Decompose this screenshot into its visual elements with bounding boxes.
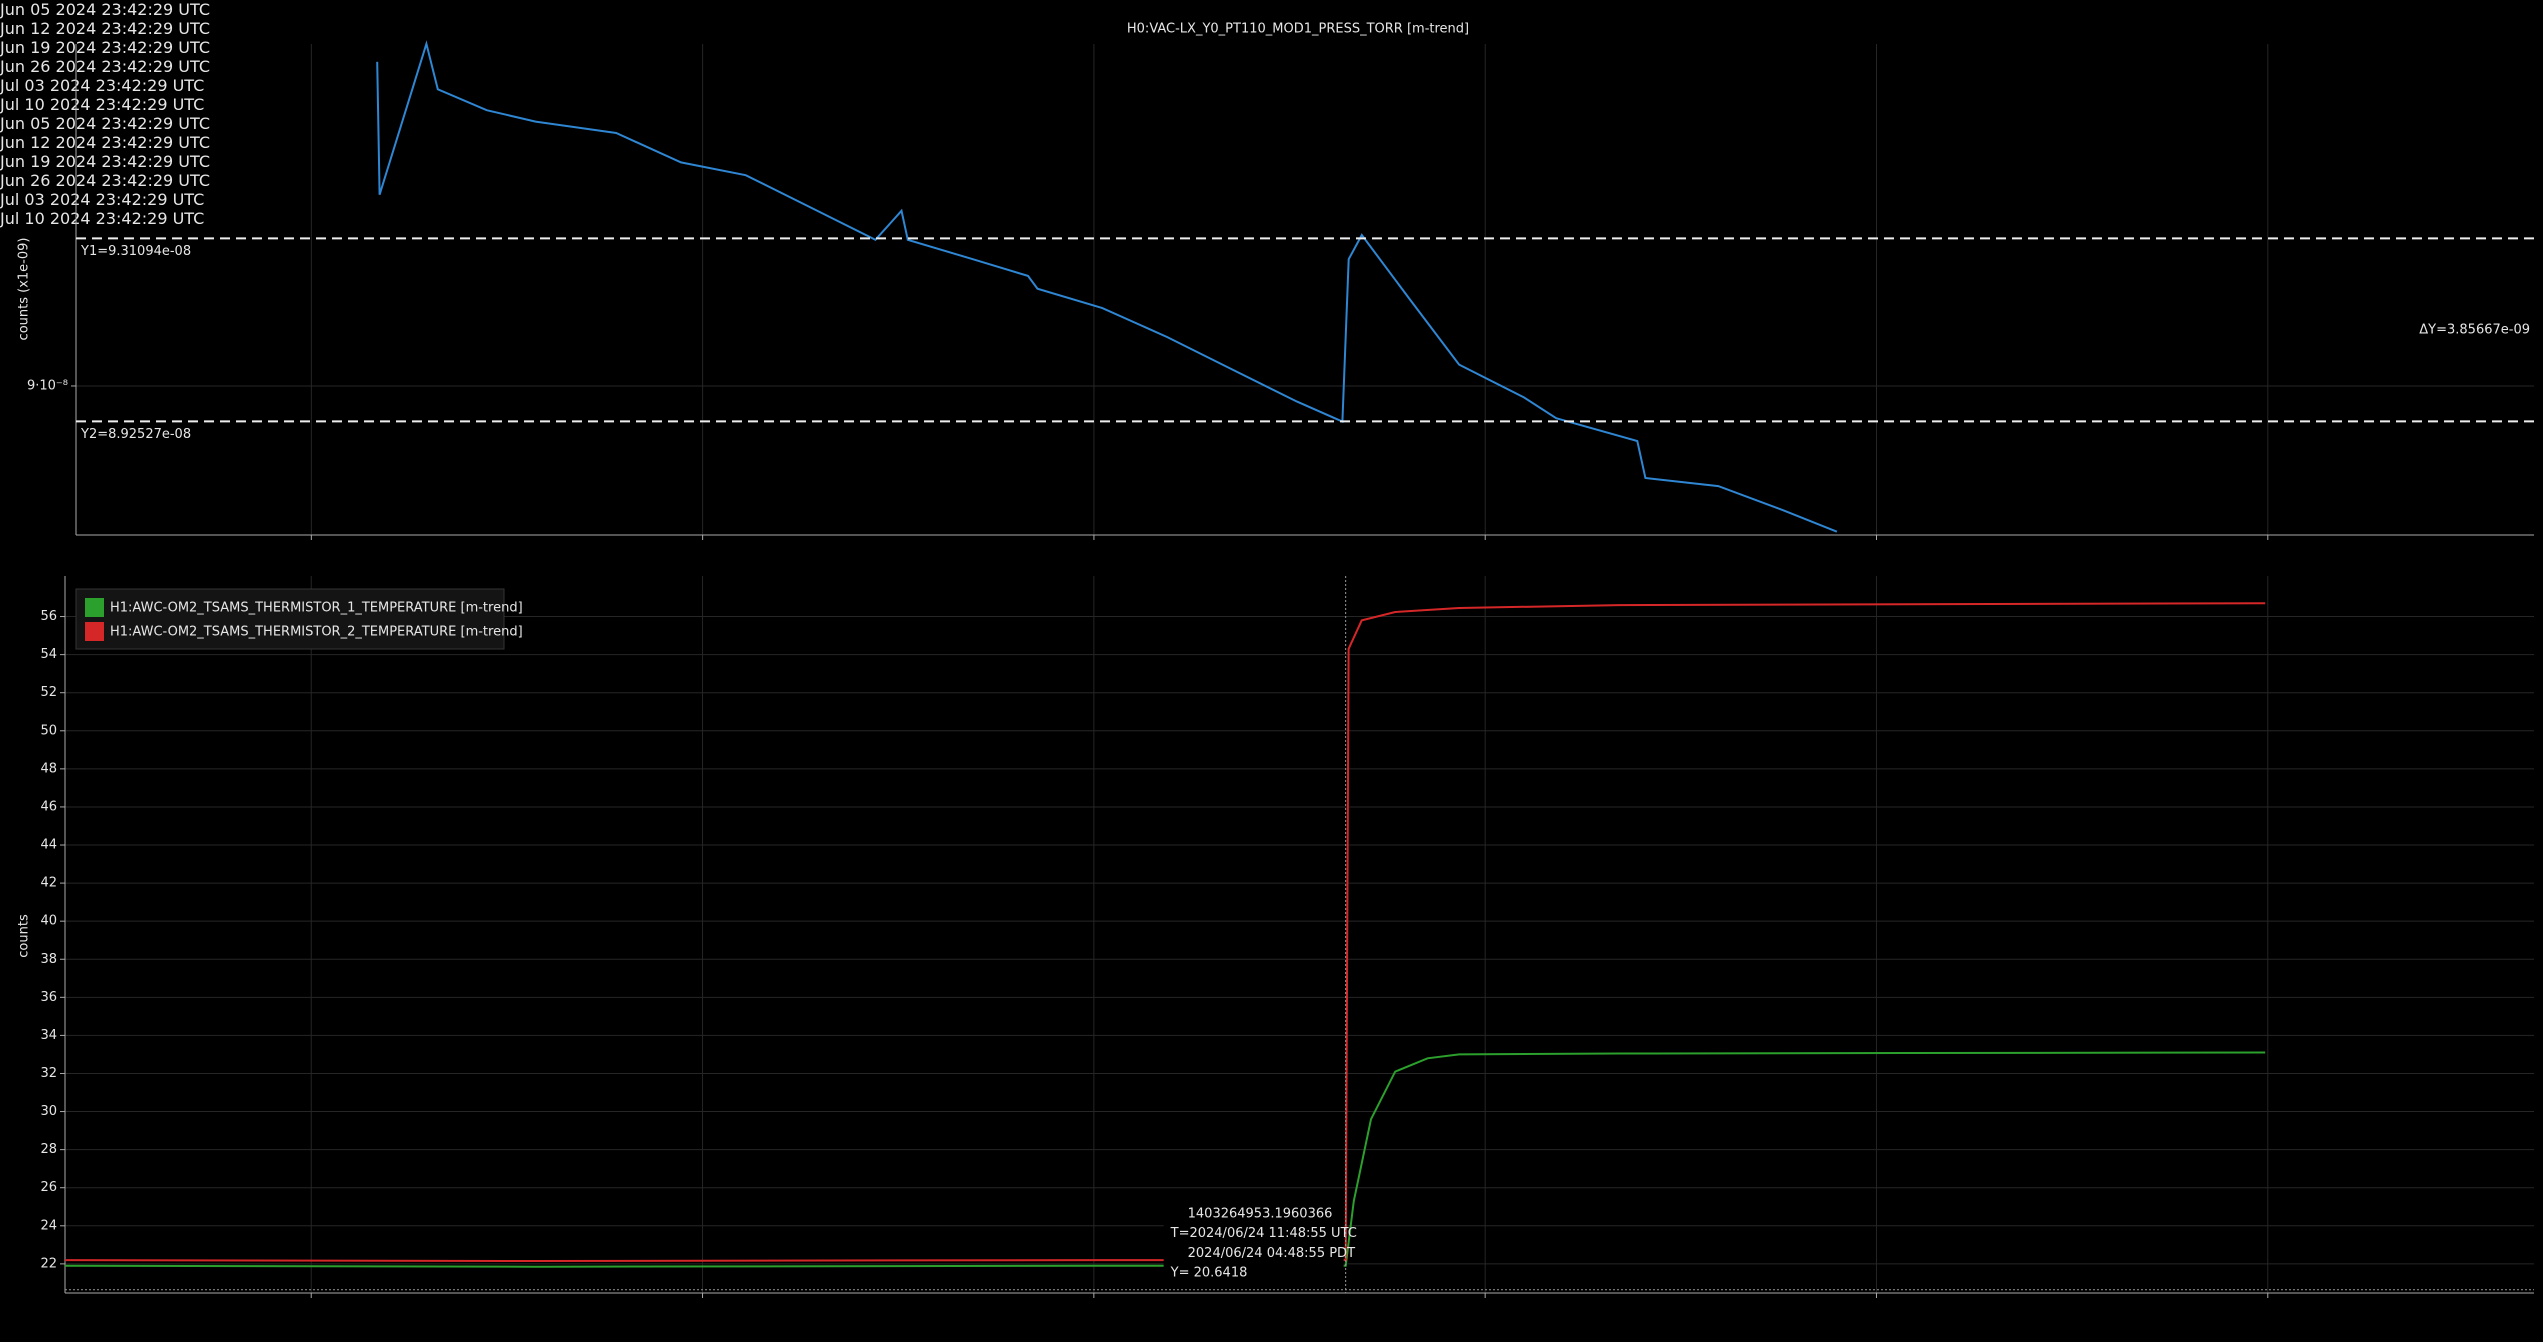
x-tick-label: Jun 12 2024 23:42:29 UTC [0,19,210,38]
y-tick-label: 44 [40,838,57,853]
y-tick-label: 26 [40,1180,57,1195]
plot-title: H0:VAC-LX_Y0_PT110_MOD1_PRESS_TORR [m-tr… [1127,22,1469,37]
y-tick-label: 30 [40,1104,57,1119]
cursor-delta-label: ΔY=3.85667e-09 [2419,322,2530,337]
cursor-label-box [1163,1195,1344,1285]
y-tick-label: 54 [40,647,57,662]
y-tick-label: 56 [40,609,57,624]
x-tick-label: Jun 19 2024 23:42:29 UTC [0,38,210,57]
y-tick-label: 24 [40,1218,57,1233]
y-tick-label: 42 [40,876,57,891]
x-tick-label: Jun 05 2024 23:42:29 UTC [0,114,210,133]
x-tick-label: Jun 26 2024 23:42:29 UTC [0,171,210,190]
y-tick-label: 38 [40,952,57,967]
x-tick-label: Jun 19 2024 23:42:29 UTC [0,152,210,171]
x-tick-label: Jul 03 2024 23:42:29 UTC [0,190,205,209]
y-tick-label: 22 [40,1256,57,1271]
y-tick-label: 36 [40,990,57,1005]
y-tick-label: 9·10⁻⁸ [27,378,68,393]
legend-box [75,588,505,650]
x-tick-label: Jul 10 2024 23:42:29 UTC [0,209,205,228]
cursor-label: Y2=8.92527e-08 [80,427,191,442]
series-line [64,602,2266,1263]
cursor-label: Y1=9.31094e-08 [80,244,191,259]
y-tick-label: 40 [40,914,57,929]
y-tick-label: 34 [40,1028,57,1043]
legend-label: H1:AWC-OM2_TSAMS_THERMISTOR_2_TEMPERATUR… [110,625,523,640]
x-tick-label: Jun 12 2024 23:42:29 UTC [0,133,210,152]
y-tick-label: 46 [40,799,57,814]
x-tick-label: Jul 10 2024 23:42:29 UTC [0,95,205,114]
y-tick-label: 50 [40,723,57,738]
legend: H1:AWC-OM2_TSAMS_THERMISTOR_1_TEMPERATUR… [75,588,523,650]
x-tick-label: Jun 26 2024 23:42:29 UTC [0,57,210,76]
y-axis-label: counts [17,914,32,958]
cursor-label: 1403264953.1960366 [1188,1207,1333,1222]
x-tick-label: Jul 03 2024 23:42:29 UTC [0,76,205,95]
y-tick-label: 52 [40,685,57,700]
legend-label: H1:AWC-OM2_TSAMS_THERMISTOR_1_TEMPERATUR… [110,601,523,616]
series-line [64,1051,2266,1268]
cursor-label: 2024/06/24 04:48:55 PDT [1188,1246,1355,1261]
x-tick-label: Jun 05 2024 23:42:29 UTC [0,0,210,19]
y-tick-label: 32 [40,1066,57,1081]
cursor-label: Y= 20.6418 [1170,1266,1248,1281]
legend-swatch [85,598,104,617]
legend-swatch [85,622,104,641]
y-tick-label: 28 [40,1142,57,1157]
y-axis-label: counts (x1e-09) [17,238,32,341]
cursor-label: T=2024/06/24 11:48:55 UTC [1170,1226,1357,1241]
series-line [376,40,1838,533]
y-tick-label: 48 [40,761,57,776]
